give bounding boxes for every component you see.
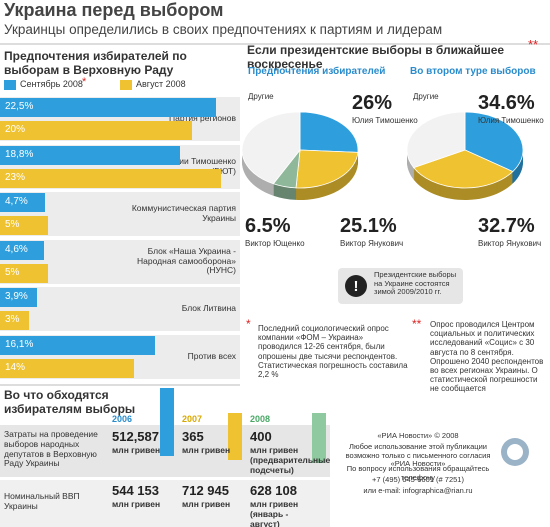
cell-value: 365	[182, 429, 204, 444]
footnote-mark: *	[246, 317, 251, 331]
subtitle: Украинцы определились в своих предпочтен…	[4, 22, 443, 37]
cell-unit: млн гривен	[182, 445, 231, 455]
bar	[0, 263, 48, 283]
notice: Президентские выборы на Украине состоятс…	[374, 270, 457, 297]
pie-category-label: Виктор Янукович	[340, 239, 404, 248]
column-header: 2006	[112, 414, 133, 424]
pie-category-label: Другие	[248, 92, 274, 101]
bar	[0, 145, 181, 165]
value-label: 14%	[5, 361, 26, 373]
cell-unit: млн гривен	[182, 499, 231, 509]
category-label: Блок Литвина	[181, 303, 236, 314]
category-label: Блок «Наша Украина - Народная самооборон…	[137, 245, 236, 276]
bar	[0, 311, 29, 330]
cell-unit: млн гривен (январь - август)	[250, 499, 299, 527]
bar	[0, 216, 48, 235]
cell-unit: млн гривен	[112, 445, 161, 455]
value-label: 22,5%	[5, 101, 34, 112]
pie-slice	[406, 111, 466, 169]
value-label: 4,7%	[5, 196, 28, 207]
row-bg	[0, 480, 330, 527]
row-label: Затраты на проведение выборов народных д…	[4, 429, 98, 469]
footnote-mark: **	[412, 317, 422, 331]
pie-slice	[464, 111, 524, 173]
table-title: Во что обходятся избирателям выборы	[4, 388, 136, 416]
cell-value: 400	[250, 429, 272, 444]
notice-box	[338, 268, 463, 304]
cell-value: 544 153	[112, 483, 159, 498]
pie-value-label: 25.1%	[340, 215, 397, 237]
pie-value-label: 34.6%	[478, 92, 535, 114]
bar	[0, 288, 38, 307]
pie-slice	[241, 111, 301, 185]
column-header: 2007	[182, 414, 203, 424]
pie-category-label: Юлия Тимошенко	[352, 116, 418, 125]
section-mark: **	[528, 37, 539, 52]
cell-unit: млн гривен (предварительные подсчеты)	[250, 445, 331, 475]
value-label: 3,9%	[5, 291, 28, 302]
legend-mark: *	[82, 76, 87, 88]
chart-title: Предпочтения избирателей по выборам в Ве…	[4, 49, 187, 77]
pie-category-label: Другие	[413, 92, 439, 101]
pie-title: Предпочтения избирателей	[248, 66, 386, 77]
credit: или e-mail: infographica@rian.ru	[363, 486, 473, 495]
bar	[0, 168, 221, 188]
legend-label: Сентябрь 2008	[20, 79, 83, 89]
pie-value-label: 26%	[352, 92, 393, 114]
logo	[507, 444, 523, 460]
bar	[0, 98, 216, 117]
notice-icon-mark: !	[354, 278, 359, 295]
pie-slice	[299, 111, 359, 153]
legend-label: Август 2008	[136, 79, 186, 89]
notice-icon	[345, 275, 367, 297]
pie-title: Во втором туре выборов	[410, 66, 536, 77]
category-label: Блок Юлии Тимошенко (БЮТ)	[144, 155, 236, 176]
cell-value: 712 945	[182, 483, 229, 498]
pie-slice	[295, 149, 359, 189]
credit: +7 (495) 645-6601 (# 7251)	[372, 475, 464, 484]
legend-swatch	[4, 80, 16, 90]
value-label: 5%	[5, 219, 20, 230]
credit: По вопросу использования обращайтесь тел…	[346, 464, 490, 482]
title: Украина перед выбором	[4, 0, 224, 20]
deco-bar	[160, 388, 174, 456]
legend-swatch	[120, 80, 132, 90]
value-label: 5%	[5, 266, 20, 278]
bar	[0, 240, 45, 260]
pie-category-label: Юлия Тимошенко	[478, 116, 544, 125]
value-label: 20%	[5, 124, 26, 135]
pie-category-label: Виктор Янукович	[478, 239, 542, 248]
value-label: 3%	[5, 314, 20, 325]
row-bg	[0, 287, 240, 331]
deco-bar	[312, 413, 326, 463]
cell-value: 628 108	[250, 483, 297, 498]
footnote-text: Последний социологический опрос компании…	[258, 324, 408, 379]
credit: Любое использование этой публикации возм…	[345, 442, 491, 469]
section-title: Если президентские выборы в ближайшее во…	[247, 43, 505, 71]
bar	[0, 358, 135, 378]
credit: «РИА Новости» © 2008	[377, 431, 459, 440]
value-label: 16,1%	[5, 338, 34, 350]
pie-category-label: Виктор Ющенко	[245, 239, 305, 248]
cell-value: 512,587	[112, 429, 159, 444]
value-label: 4,6%	[5, 243, 28, 255]
category-label: Против всех	[187, 350, 236, 361]
category-label: Партия регионов	[169, 113, 236, 124]
deco-bar	[228, 413, 242, 460]
value-label: 18,8%	[5, 148, 34, 160]
bar	[0, 121, 192, 140]
bar	[0, 193, 46, 212]
bar	[0, 335, 155, 355]
footnote-text: Опрос проводился Центром социальных и по…	[430, 320, 544, 394]
value-label: 23%	[5, 171, 26, 183]
pie-value-label: 6.5%	[245, 215, 291, 237]
row-label: Номинальный ВВП Украины	[4, 491, 80, 511]
cell-unit: млн гривен	[112, 499, 161, 509]
pie-value-label: 32.7%	[478, 215, 535, 237]
column-header: 2008	[250, 414, 271, 424]
category-label: Коммунистическая партия Украины	[131, 203, 236, 223]
